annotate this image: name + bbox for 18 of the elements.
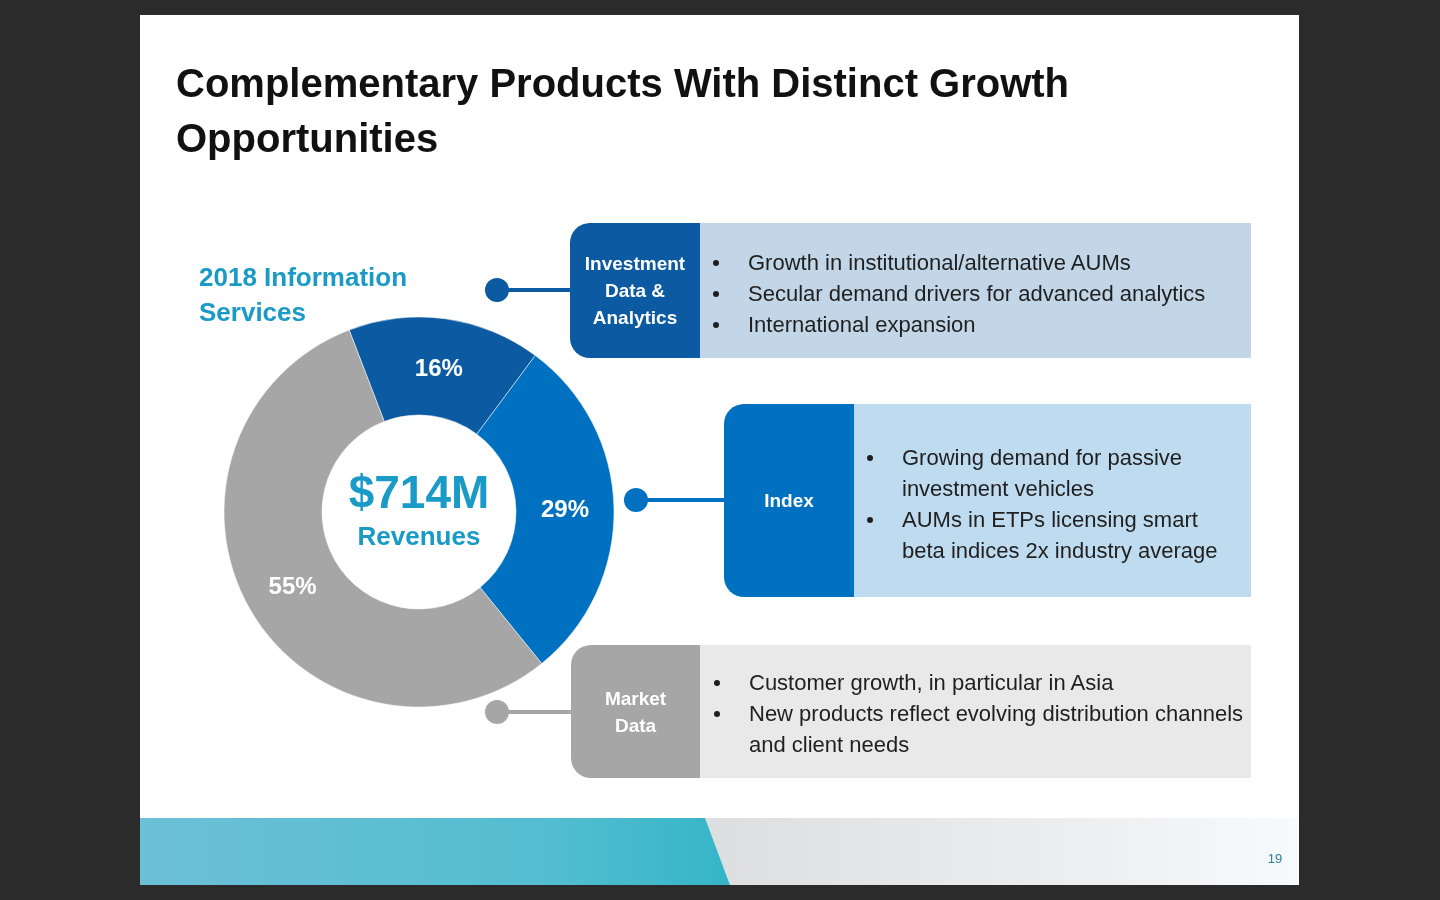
chart-title: Complementary Products With Distinct Growth Opportunities (176, 60, 1071, 162)
text: Revenues (356, 521, 482, 551)
text: 2018 Information Services (199, 261, 409, 329)
legend-label: Index (763, 489, 815, 513)
legend-label: Investment Data & Analytics (583, 252, 687, 330)
legend-label: Market Data (603, 686, 668, 738)
text: Secular demand drivers for advanced analytics (748, 280, 1207, 308)
text: Growing demand for passive investment vehicles (902, 444, 1184, 503)
data-label: 55% (268, 571, 317, 599)
text: 19 (1266, 851, 1284, 867)
text: Growth in institutional/alternative AUMs (748, 249, 1132, 277)
data-label: 29% (540, 495, 589, 523)
data-label: 16% (414, 353, 463, 381)
text: Customer growth, in particular in Asia (749, 669, 1115, 697)
text: New products reflect evolving distribution channels and client needs (749, 700, 1244, 759)
text: AUMs in ETPs licensing smart beta indices 2x industry average (902, 506, 1219, 565)
text: International expansion (748, 311, 977, 339)
text: $714M (347, 466, 491, 518)
